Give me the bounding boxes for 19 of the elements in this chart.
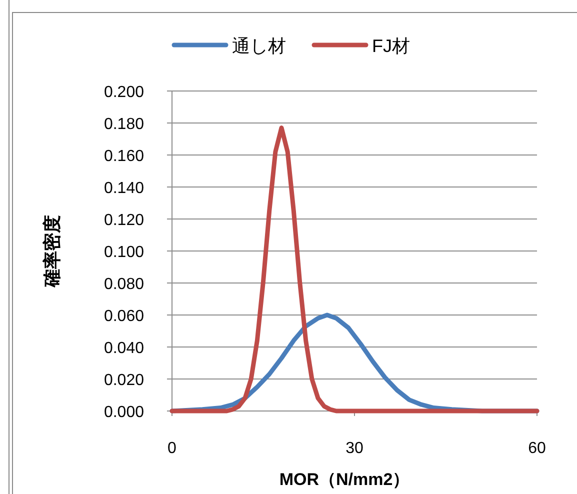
y-tick-label: 0.060 (104, 308, 144, 325)
y-tick-label: 0.140 (104, 180, 144, 197)
x-tick-label: 0 (168, 440, 177, 457)
y-tick-label: 0.000 (104, 404, 144, 421)
y-tick-label: 0.100 (104, 244, 144, 261)
legend-label: 通し材 (232, 36, 286, 56)
line-series (170, 126, 540, 414)
y-tick-label: 0.180 (104, 116, 144, 133)
y-tick-label: 0.160 (104, 148, 144, 165)
x-tick-label: 60 (528, 440, 546, 457)
x-tick-label: 30 (346, 440, 364, 457)
y-tick-label: 0.020 (104, 372, 144, 389)
y-tick-label: 0.120 (104, 212, 144, 229)
legend-label: FJ材 (372, 36, 410, 56)
y-tick-label: 0.200 (104, 84, 144, 101)
y-tick-label: 0.040 (104, 340, 144, 357)
x-axis-title: MOR（N/mm2） (279, 470, 410, 489)
y-tick-label: 0.080 (104, 276, 144, 293)
y-axis-title: 確率密度 (42, 215, 62, 288)
